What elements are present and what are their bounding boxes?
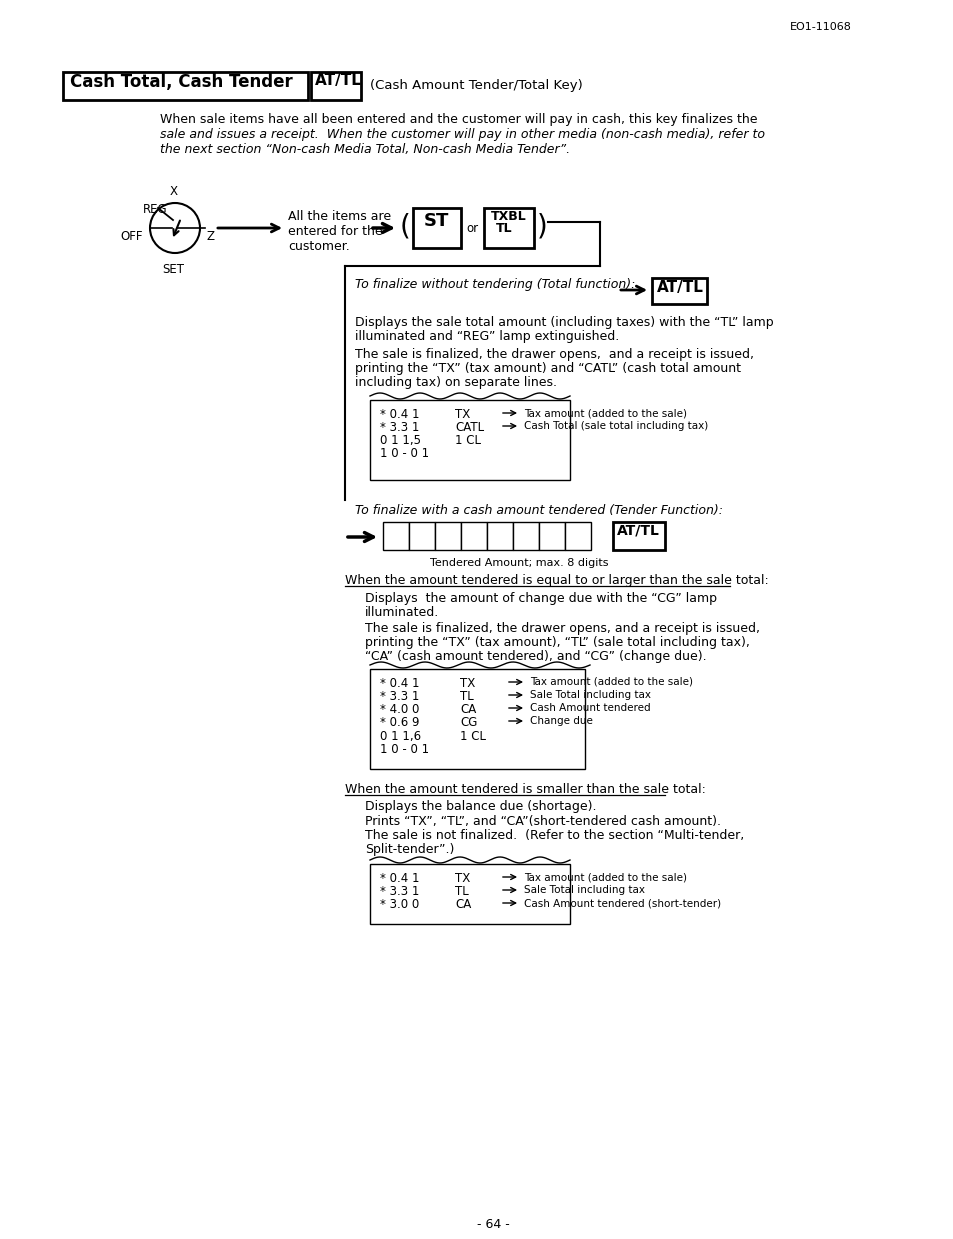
Text: printing the “TX” (tax amount) and “CATL” (cash total amount: printing the “TX” (tax amount) and “CATL… (355, 362, 740, 375)
Text: The sale is finalized, the drawer opens, and a receipt is issued,: The sale is finalized, the drawer opens,… (365, 622, 760, 636)
Bar (613, 522, 664, 550)
Bar (370, 864, 569, 924)
Bar (409, 522, 435, 550)
Text: EO1-11068: EO1-11068 (789, 22, 851, 32)
Text: OFF: OFF (120, 230, 142, 243)
Text: (: ( (399, 213, 411, 242)
Text: CA: CA (455, 898, 471, 911)
Text: Tendered Amount; max. 8 digits: Tendered Amount; max. 8 digits (430, 558, 608, 567)
Text: Cash Total, Cash Tender: Cash Total, Cash Tender (70, 73, 293, 90)
Text: 1 CL: 1 CL (455, 434, 480, 447)
Text: * 0.6 9: * 0.6 9 (379, 716, 419, 729)
Text: - 64 -: - 64 - (476, 1218, 509, 1232)
Text: Cash Amount tendered: Cash Amount tendered (530, 703, 650, 712)
Text: 0 1 1,6: 0 1 1,6 (379, 730, 420, 743)
Text: * 3.3 1: * 3.3 1 (379, 690, 419, 703)
Bar (651, 278, 706, 304)
Text: the next section “Non-cash Media Total, Non-cash Media Tender”.: the next section “Non-cash Media Total, … (160, 142, 570, 156)
Text: (Cash Amount Tender/Total Key): (Cash Amount Tender/Total Key) (370, 79, 582, 92)
Bar (460, 522, 486, 550)
Text: ): ) (537, 213, 547, 242)
Text: 1 0 - 0 1: 1 0 - 0 1 (379, 743, 429, 756)
Text: Split-tender”.): Split-tender”.) (365, 843, 454, 856)
Text: sale and issues a receipt.  When the customer will pay in other media (non-cash : sale and issues a receipt. When the cust… (160, 128, 764, 141)
Bar (63, 72, 308, 100)
Text: When sale items have all been entered and the customer will pay in cash, this ke: When sale items have all been entered an… (160, 113, 757, 126)
Text: * 4.0 0: * 4.0 0 (379, 703, 419, 716)
Bar (538, 522, 564, 550)
Text: TXBL: TXBL (491, 209, 526, 223)
Text: When the amount tendered is smaller than the sale total:: When the amount tendered is smaller than… (345, 783, 705, 795)
Text: TL: TL (496, 222, 512, 235)
Text: CATL: CATL (455, 421, 483, 434)
Text: To finalize without tendering (Total function):: To finalize without tendering (Total fun… (355, 278, 635, 291)
Bar (483, 208, 534, 248)
Text: TX: TX (459, 676, 475, 690)
Text: Displays  the amount of change due with the “CG” lamp: Displays the amount of change due with t… (365, 592, 717, 605)
Text: Tax amount (added to the sale): Tax amount (added to the sale) (523, 408, 686, 418)
Text: Z: Z (207, 230, 214, 243)
Text: 1 0 - 0 1: 1 0 - 0 1 (379, 447, 429, 460)
Bar (311, 72, 360, 100)
Text: Change due: Change due (530, 716, 592, 726)
Text: “CA” (cash amount tendered), and “CG” (change due).: “CA” (cash amount tendered), and “CG” (c… (365, 650, 706, 663)
Text: CG: CG (459, 716, 476, 729)
Text: To finalize with a cash amount tendered (Tender Function):: To finalize with a cash amount tendered … (355, 504, 722, 517)
Bar (435, 522, 460, 550)
Text: 0 1 1,5: 0 1 1,5 (379, 434, 420, 447)
Text: Cash Total (sale total including tax): Cash Total (sale total including tax) (523, 421, 707, 431)
Text: illuminated.: illuminated. (365, 606, 438, 620)
Text: printing the “TX” (tax amount), “TL” (sale total including tax),: printing the “TX” (tax amount), “TL” (sa… (365, 636, 749, 649)
Text: Displays the balance due (shortage).: Displays the balance due (shortage). (365, 800, 596, 813)
Bar (370, 669, 584, 769)
Text: Tax amount (added to the sale): Tax amount (added to the sale) (530, 676, 692, 686)
Text: Prints “TX”, “TL”, and “CA”(short-tendered cash amount).: Prints “TX”, “TL”, and “CA”(short-tender… (365, 815, 720, 828)
Text: AT/TL: AT/TL (657, 280, 703, 295)
Bar (486, 522, 513, 550)
Text: The sale is finalized, the drawer opens,  and a receipt is issued,: The sale is finalized, the drawer opens,… (355, 348, 753, 361)
Text: Sale Total including tax: Sale Total including tax (523, 885, 644, 895)
Text: or: or (465, 222, 477, 235)
Text: The sale is not finalized.  (Refer to the section “Multi-tender,: The sale is not finalized. (Refer to the… (365, 829, 743, 843)
Text: including tax) on separate lines.: including tax) on separate lines. (355, 375, 557, 389)
Text: TX: TX (455, 408, 470, 421)
Text: AT/TL: AT/TL (617, 524, 659, 538)
Bar (564, 522, 590, 550)
Text: * 3.0 0: * 3.0 0 (379, 898, 418, 911)
Text: Tax amount (added to the sale): Tax amount (added to the sale) (523, 872, 686, 882)
Text: When the amount tendered is equal to or larger than the sale total:: When the amount tendered is equal to or … (345, 574, 768, 587)
Text: ST: ST (423, 212, 449, 230)
Text: TX: TX (455, 872, 470, 885)
Text: illuminated and “REG” lamp extinguished.: illuminated and “REG” lamp extinguished. (355, 330, 618, 343)
Text: AT/TL: AT/TL (314, 73, 361, 88)
Bar (413, 208, 460, 248)
Text: TL: TL (455, 885, 468, 898)
Bar (382, 522, 409, 550)
Text: * 0.4 1: * 0.4 1 (379, 408, 419, 421)
Text: 1 CL: 1 CL (459, 730, 485, 743)
Text: REG: REG (143, 203, 168, 216)
Bar (370, 400, 569, 479)
Text: All the items are
entered for the
customer.: All the items are entered for the custom… (288, 209, 391, 253)
Text: SET: SET (162, 263, 184, 276)
Bar (513, 522, 538, 550)
Text: * 3.3 1: * 3.3 1 (379, 421, 419, 434)
Text: X: X (170, 185, 178, 198)
Text: * 0.4 1: * 0.4 1 (379, 872, 419, 885)
Text: * 3.3 1: * 3.3 1 (379, 885, 419, 898)
Text: Displays the sale total amount (including taxes) with the “TL” lamp: Displays the sale total amount (includin… (355, 316, 773, 330)
Text: * 0.4 1: * 0.4 1 (379, 676, 419, 690)
Text: CA: CA (459, 703, 476, 716)
Text: Sale Total including tax: Sale Total including tax (530, 690, 650, 700)
Text: Cash Amount tendered (short-tender): Cash Amount tendered (short-tender) (523, 898, 720, 908)
Text: TL: TL (459, 690, 474, 703)
